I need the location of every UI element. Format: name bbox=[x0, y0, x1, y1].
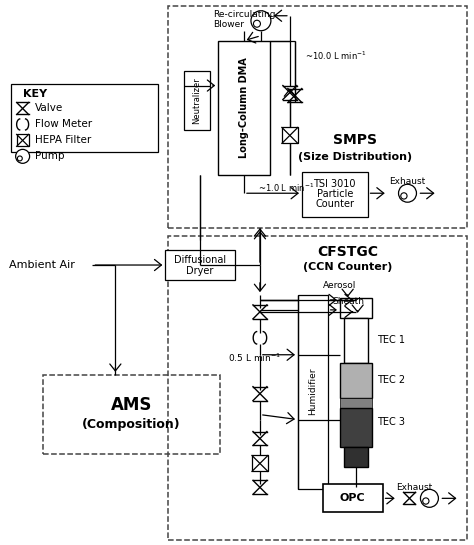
Text: 0.5 L min$^{-1}$: 0.5 L min$^{-1}$ bbox=[228, 352, 281, 364]
Bar bbox=[323, 485, 383, 512]
Text: (Size Distribution): (Size Distribution) bbox=[298, 153, 412, 162]
Bar bbox=[165, 250, 235, 280]
Bar bbox=[17, 135, 28, 147]
Circle shape bbox=[16, 149, 29, 164]
Text: AMS: AMS bbox=[110, 396, 152, 414]
Text: CFSTGC: CFSTGC bbox=[317, 245, 378, 259]
Text: Exhaust: Exhaust bbox=[389, 177, 426, 186]
Text: TEC 2: TEC 2 bbox=[376, 374, 405, 385]
Text: TEC 1: TEC 1 bbox=[376, 335, 405, 345]
Circle shape bbox=[401, 193, 407, 199]
Bar bbox=[11, 83, 158, 153]
Bar bbox=[340, 298, 372, 318]
Bar bbox=[344, 318, 368, 363]
Text: HEPA Filter: HEPA Filter bbox=[35, 135, 91, 146]
Bar bbox=[43, 375, 220, 455]
Circle shape bbox=[251, 11, 271, 31]
Bar bbox=[218, 41, 270, 175]
Text: Re-circulating: Re-circulating bbox=[213, 10, 275, 19]
Text: OPC: OPC bbox=[340, 493, 365, 504]
Bar bbox=[302, 172, 368, 217]
Circle shape bbox=[18, 156, 22, 161]
Text: ~10.0 L min$^{-1}$: ~10.0 L min$^{-1}$ bbox=[305, 50, 366, 62]
Bar bbox=[340, 408, 372, 447]
Text: Flow Meter: Flow Meter bbox=[35, 119, 92, 129]
Bar bbox=[168, 6, 467, 228]
Text: (Composition): (Composition) bbox=[82, 418, 181, 431]
Text: Aerosol: Aerosol bbox=[323, 281, 356, 290]
Bar bbox=[282, 128, 298, 143]
Text: Neutralizer: Neutralizer bbox=[192, 77, 201, 124]
Text: ~1.0 L min$^{-1}$: ~1.0 L min$^{-1}$ bbox=[258, 182, 314, 195]
Bar bbox=[168, 236, 467, 540]
Text: Valve: Valve bbox=[35, 104, 63, 113]
Text: Particle: Particle bbox=[317, 189, 353, 199]
Text: Counter: Counter bbox=[315, 199, 354, 209]
Text: Blower: Blower bbox=[213, 20, 244, 29]
Text: TSI 3010: TSI 3010 bbox=[313, 179, 356, 189]
Bar bbox=[184, 71, 210, 130]
Text: Long-Column DMA: Long-Column DMA bbox=[239, 57, 249, 158]
Circle shape bbox=[399, 184, 417, 202]
Text: SMPS: SMPS bbox=[333, 134, 377, 147]
Text: TEC 3: TEC 3 bbox=[376, 416, 405, 427]
Text: Exhaust: Exhaust bbox=[396, 483, 433, 492]
Text: Pump: Pump bbox=[35, 152, 64, 161]
Bar bbox=[252, 456, 268, 471]
Bar bbox=[344, 447, 368, 468]
Bar bbox=[340, 398, 372, 408]
Circle shape bbox=[423, 498, 429, 504]
Circle shape bbox=[420, 489, 438, 507]
Bar bbox=[298, 295, 328, 489]
Circle shape bbox=[254, 20, 260, 27]
Bar bbox=[340, 363, 372, 398]
Text: Dryer: Dryer bbox=[186, 266, 214, 276]
Text: Sheath: Sheath bbox=[333, 298, 365, 306]
Text: Humidifier: Humidifier bbox=[308, 368, 317, 415]
Text: Diffusional: Diffusional bbox=[174, 255, 226, 265]
Text: KEY: KEY bbox=[23, 88, 47, 99]
Text: (CCN Counter): (CCN Counter) bbox=[303, 262, 392, 272]
Text: Ambient Air: Ambient Air bbox=[9, 260, 74, 270]
